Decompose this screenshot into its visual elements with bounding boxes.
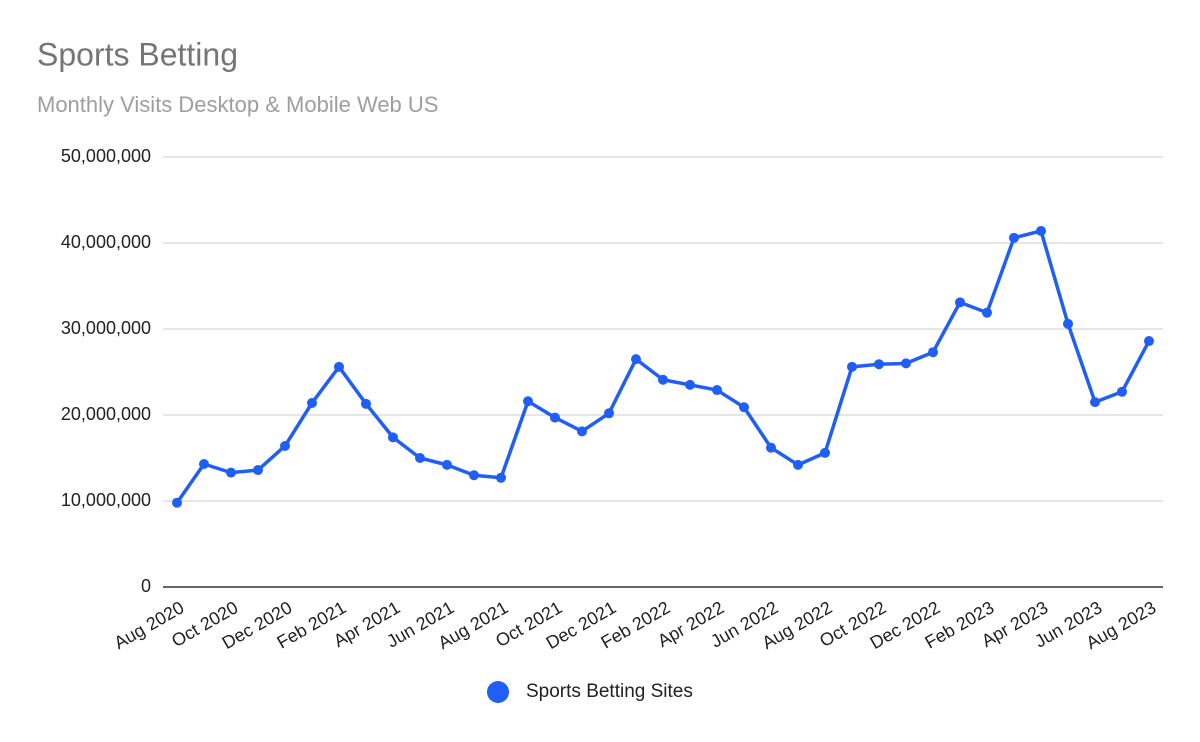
data-point [712, 385, 722, 396]
legend-marker [487, 681, 509, 703]
data-point [685, 379, 695, 390]
y-tick-label: 20,000,000 [61, 404, 151, 424]
y-tick-label: 10,000,000 [61, 490, 151, 510]
y-tick-label: 50,000,000 [61, 146, 151, 166]
chart-subtitle: Monthly Visits Desktop & Mobile Web US [37, 92, 438, 117]
data-point [955, 297, 965, 308]
data-point [631, 354, 641, 365]
data-point [523, 396, 533, 407]
data-point [1009, 232, 1019, 243]
data-point [1117, 386, 1127, 397]
chart-title: Sports Betting [37, 36, 238, 72]
data-point [280, 440, 290, 451]
data-point [901, 358, 911, 369]
data-line [175, 229, 1151, 504]
data-point [226, 467, 236, 478]
data-point [577, 426, 587, 437]
data-point [982, 307, 992, 318]
data-point [793, 459, 803, 470]
data-point [496, 472, 506, 483]
data-point [658, 374, 668, 385]
data-point [739, 402, 749, 413]
data-point [820, 447, 830, 458]
data-point [442, 459, 452, 470]
data-point [199, 459, 209, 470]
data-point [1036, 225, 1046, 236]
y-tick-label: 40,000,000 [61, 232, 151, 252]
data-point [415, 453, 425, 463]
data-point [766, 442, 776, 453]
data-point [469, 470, 479, 481]
data-point [253, 465, 263, 476]
data-point [604, 408, 614, 419]
data-point [388, 432, 398, 443]
data-point [361, 398, 371, 409]
data-point [307, 397, 317, 408]
data-point [1144, 336, 1154, 347]
data-point [874, 359, 884, 370]
y-tick-label: 30,000,000 [61, 318, 151, 338]
data-point [1063, 318, 1073, 329]
legend-label: Sports Betting Sites [526, 681, 693, 702]
data-point [550, 412, 560, 423]
data-point [928, 347, 938, 358]
y-tick-label: 0 [141, 576, 151, 596]
data-point [847, 361, 857, 372]
data-point [334, 361, 344, 372]
data-point [172, 497, 182, 508]
data-point [1090, 397, 1100, 408]
